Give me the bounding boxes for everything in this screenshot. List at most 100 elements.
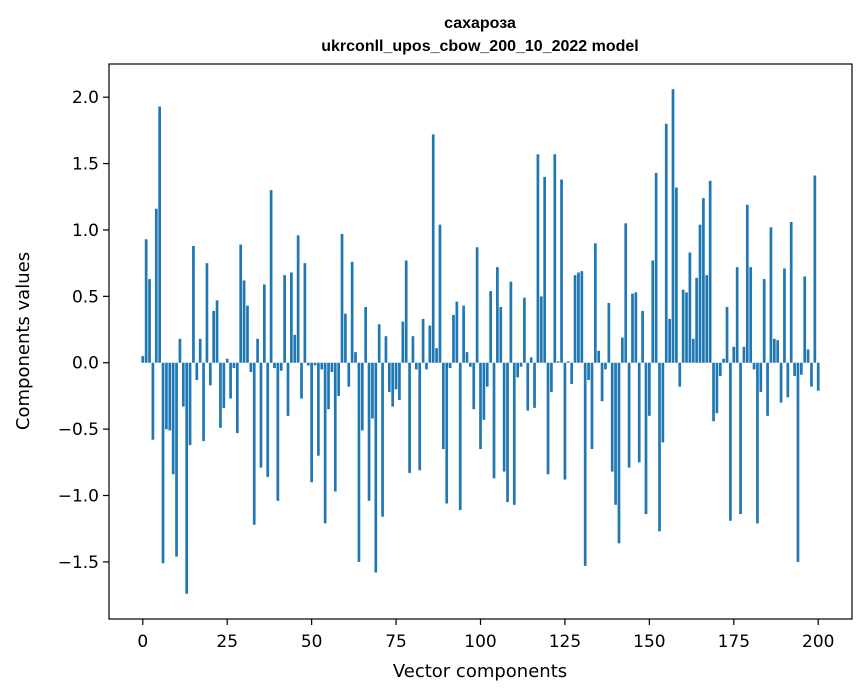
- bar-149: [644, 362, 648, 515]
- bar-104: [492, 362, 496, 479]
- x-tick-label-5: 125: [549, 632, 581, 652]
- bar-141: [617, 362, 621, 544]
- x-tick-label-2: 50: [301, 632, 323, 652]
- bar-127: [570, 362, 574, 384]
- bar-50: [310, 362, 313, 483]
- bar-36: [263, 284, 266, 363]
- bar-4: [154, 208, 158, 363]
- x-tick-label-1: 25: [216, 632, 238, 652]
- bar-177: [739, 362, 742, 515]
- bar-0: [141, 356, 145, 363]
- bar-132: [587, 362, 590, 380]
- y-tick-label-2: −0.5: [58, 420, 99, 440]
- bar-30: [242, 280, 246, 363]
- bar-160: [681, 289, 685, 363]
- bar-178: [742, 346, 746, 363]
- bar-193: [793, 362, 796, 377]
- bar-26: [229, 362, 232, 399]
- bar-6: [161, 362, 165, 564]
- bar-151: [651, 260, 655, 363]
- bar-72: [384, 336, 388, 363]
- y-tick-label-6: 1.5: [72, 155, 99, 175]
- bar-21: [212, 310, 216, 363]
- bar-143: [624, 223, 628, 363]
- bar-58: [337, 362, 340, 396]
- bar-68: [371, 362, 374, 419]
- bar-140: [614, 362, 617, 505]
- bar-86: [431, 134, 435, 363]
- bar-19: [205, 263, 209, 363]
- bar-134: [593, 243, 597, 363]
- bar-7: [165, 362, 168, 430]
- bar-64: [357, 362, 361, 562]
- bar-185: [766, 362, 769, 416]
- bar-15: [192, 245, 195, 363]
- bar-157: [671, 89, 675, 363]
- bar-171: [718, 362, 722, 377]
- bar-165: [698, 224, 702, 363]
- bar-87: [435, 348, 438, 363]
- bar-41: [279, 362, 283, 371]
- bar-108: [506, 362, 509, 503]
- bar-100: [479, 362, 482, 450]
- bar-71: [381, 362, 384, 517]
- bar-63: [354, 352, 357, 363]
- bar-102: [485, 362, 489, 387]
- y-tick-label-1: −1.0: [58, 487, 99, 507]
- bar-139: [610, 362, 614, 472]
- bar-192: [789, 222, 793, 363]
- bar-101: [482, 362, 486, 420]
- bar-57: [333, 362, 337, 492]
- bar-195: [799, 362, 803, 375]
- bar-190: [783, 268, 786, 363]
- bar-77: [401, 321, 405, 363]
- x-tick-label-4: 100: [464, 632, 496, 652]
- bar-162: [688, 252, 692, 363]
- bar-175: [732, 346, 736, 363]
- x-tick-label-3: 75: [385, 632, 407, 652]
- bar-110: [512, 362, 516, 505]
- bar-181: [752, 362, 756, 370]
- bar-109: [509, 281, 513, 363]
- bar-22: [215, 300, 219, 363]
- bar-82: [418, 362, 422, 471]
- bar-176: [735, 267, 739, 363]
- bar-25: [225, 358, 229, 363]
- bar-32: [249, 362, 253, 373]
- y-tick-label-0: −1.5: [58, 553, 99, 573]
- bar-130: [580, 271, 584, 363]
- bar-75: [394, 362, 398, 390]
- bar-117: [536, 154, 540, 363]
- bar-9: [171, 362, 175, 475]
- bar-5: [158, 106, 162, 363]
- bar-146: [634, 292, 638, 363]
- bar-182: [756, 362, 759, 524]
- bar-81: [414, 362, 418, 370]
- bar-166: [702, 198, 705, 363]
- bar-27: [232, 362, 236, 369]
- chart-subtitle: ukrconll_upos_cbow_200_10_2022 model: [321, 38, 638, 55]
- bar-189: [779, 362, 783, 403]
- bar-53: [320, 362, 324, 370]
- bar-164: [695, 277, 698, 363]
- bar-59: [340, 233, 344, 363]
- bar-187: [772, 338, 776, 363]
- bar-158: [675, 187, 678, 363]
- bar-135: [597, 350, 601, 363]
- bar-35: [259, 362, 263, 468]
- bar-1: [144, 239, 148, 363]
- bar-61: [347, 362, 351, 387]
- bar-69: [374, 362, 378, 573]
- bar-172: [722, 358, 726, 363]
- bar-47: [300, 362, 303, 399]
- bar-168: [708, 180, 712, 363]
- bar-133: [590, 362, 594, 450]
- x-tick-label-8: 200: [802, 632, 834, 652]
- bar-179: [745, 204, 749, 363]
- bar-116: [533, 362, 536, 408]
- bar-144: [627, 362, 631, 468]
- bar-128: [573, 275, 577, 363]
- bar-34: [256, 338, 259, 363]
- bar-55: [327, 362, 330, 410]
- bar-120: [546, 362, 550, 475]
